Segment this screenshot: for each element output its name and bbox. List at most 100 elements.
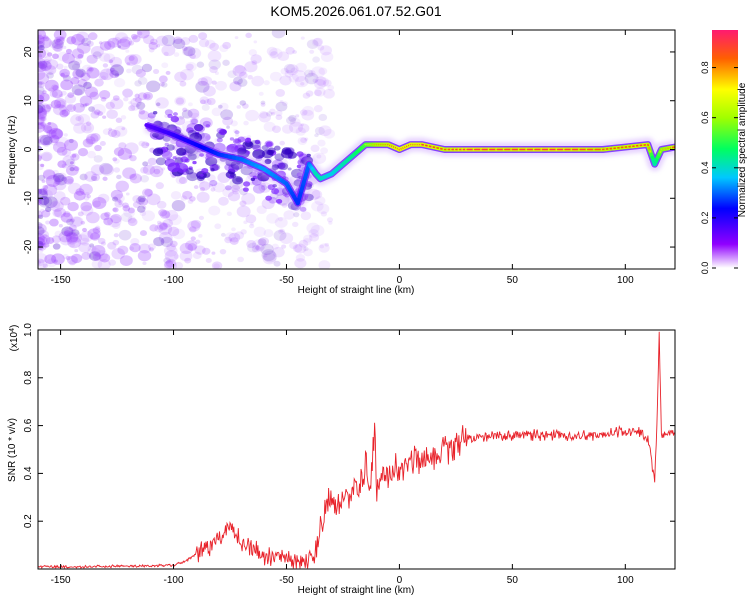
spectrogram-noise-blob [42,34,48,40]
spectrogram-noise-blob [60,79,74,91]
spectrogram-noise-blob [300,211,312,221]
spectrogram-noise-blob [45,59,59,70]
spectrogram-noise-blob [117,199,122,203]
spectrogram-noise-blob [43,58,51,65]
spectrogram-noise-blob [237,256,244,263]
spectrogram-noise-blob [73,122,87,134]
spectrogram-noise-blob [275,88,286,97]
spectrogram-noise-blob [164,260,174,269]
spectrogram-noise-blob [275,101,288,112]
snr-y-ticks: 0.2 0.4 0.6 0.8 1.0 [23,323,675,528]
spectrogram-noise-blob [295,127,306,136]
spectrogram-noise-blob [166,243,177,252]
spectrogram-noise-blob [102,63,109,68]
spectrogram-noise-blob [40,116,46,121]
spectrogram-noise-blob [161,34,176,47]
spectrogram-noise-blob [263,229,274,238]
spectrogram-noise-blob [113,158,120,164]
spectrogram-noise-blob [283,63,296,74]
spectrogram-noise-blob [38,214,44,219]
snr-y-multiplier-close: ) [9,325,20,328]
spectrogram-noise-blob [132,97,137,101]
spectrogram-noise-blob [108,127,113,131]
spectrogram-noise-blob [199,181,211,191]
spectrogram-noise-blob [155,97,169,109]
spectrogram-noise-blob [297,136,308,146]
snr-y-tick-label: 0.2 [23,514,34,528]
spectrogram-noise-blob [275,114,283,121]
spectrogram-noise-blob [169,240,178,248]
spectrogram-x-tick-label: -100 [164,275,184,286]
spectrogram-noise-blob [73,58,82,66]
spectrogram-noise-blob [234,80,239,85]
spectrogram-noise-blob [63,211,71,218]
spectrogram-noise-blob [180,37,191,46]
spectrogram-noise-blob [48,87,55,93]
spectrogram-noise-blob [164,158,176,167]
spectrogram-noise-blob [53,191,66,201]
spectrogram-noise-blob [314,87,326,97]
spectrogram-noise-blob [78,147,89,157]
colorbar-tick-label: 0.8 [700,61,710,74]
spectrogram-noise-blob [128,155,133,159]
spectrogram-noise-blob [196,125,205,133]
spectrogram-noise-blob [41,151,53,162]
spectrogram-noise-blob [312,78,318,83]
spectrogram-noise-blob [282,101,288,107]
spectrogram-noise-blob [308,70,316,77]
spectrogram-noise-blob [68,224,77,232]
spectrogram-noise-blob [219,102,229,111]
spectrogram-noise-blob [80,72,91,82]
spectrogram-noise-blob [126,68,132,74]
spectrogram-noise-blob [114,125,128,137]
spectrogram-noise-blob [137,31,143,36]
spectrogram-noise-blob [207,50,222,62]
spectrogram-x-tick-label: -50 [279,275,294,286]
spectrogram-noise-blob [62,74,71,82]
spectrogram-noise-blob [131,35,141,43]
spectrogram-noise-blob [61,226,74,237]
spectrogram-noise-blob [314,126,325,136]
spectrogram-noise-blob [88,32,98,41]
spectrogram-noise-blob [128,55,135,61]
spectrogram-noise-blob [183,46,196,57]
spectrogram-noise-blob [264,140,274,148]
spectrogram-noise-blob [211,184,217,189]
spectrogram-noise-blob [155,102,161,107]
spectrogram-noise-blob [38,34,45,45]
spectrogram-noise-blob [92,197,107,210]
spectrogram-noise-blob [99,89,111,100]
spectrogram-noise-blob [194,124,204,132]
spectrogram-noise-blob [86,133,99,145]
spectrogram-noise-blob [38,221,43,230]
spectrogram-noise-blob [281,203,288,208]
spectrogram-noise-blob [63,139,79,151]
spectrogram-noise-blob [67,178,74,184]
spectrogram-noise-blob [168,259,174,264]
spectrogram-noise-blob [89,91,100,100]
spectrogram-noise-blob [242,140,254,150]
spectrogram-noise-blob [236,105,241,109]
spectrogram-noise-blob [100,241,107,246]
spectrogram-noise-blob [217,104,223,109]
spectrogram-noise-blob [147,243,156,251]
spectrogram-noise-blob [278,162,289,171]
spectrogram-noise-blob [144,188,153,197]
spectrogram-noise-blob [219,44,229,53]
spectrogram-noise-blob [63,230,72,237]
spectrogram-noise-blob [83,195,90,201]
spectrogram-noise-blob [142,261,147,265]
spectrogram-noise-blob [57,160,67,168]
spectrogram-noise-blob [59,109,69,118]
spectrogram-noise-blob [175,163,189,173]
spectrogram-noise-blob [295,62,307,73]
colorbar: 0.0 0.2 0.4 0.6 0.8 Normalized spectral ampl… [700,30,748,274]
spectrogram-noise-blob [156,200,167,209]
spectrogram-noise-blob [52,169,59,175]
spectrogram-noise-blob [312,152,327,164]
spectrogram-noise-blob [292,50,297,54]
spectrogram-noise-blob [328,221,333,225]
spectrogram-noise-blob [208,184,214,188]
spectrogram-noise-blob [311,189,323,199]
spectrogram-noise-blob [302,92,311,99]
